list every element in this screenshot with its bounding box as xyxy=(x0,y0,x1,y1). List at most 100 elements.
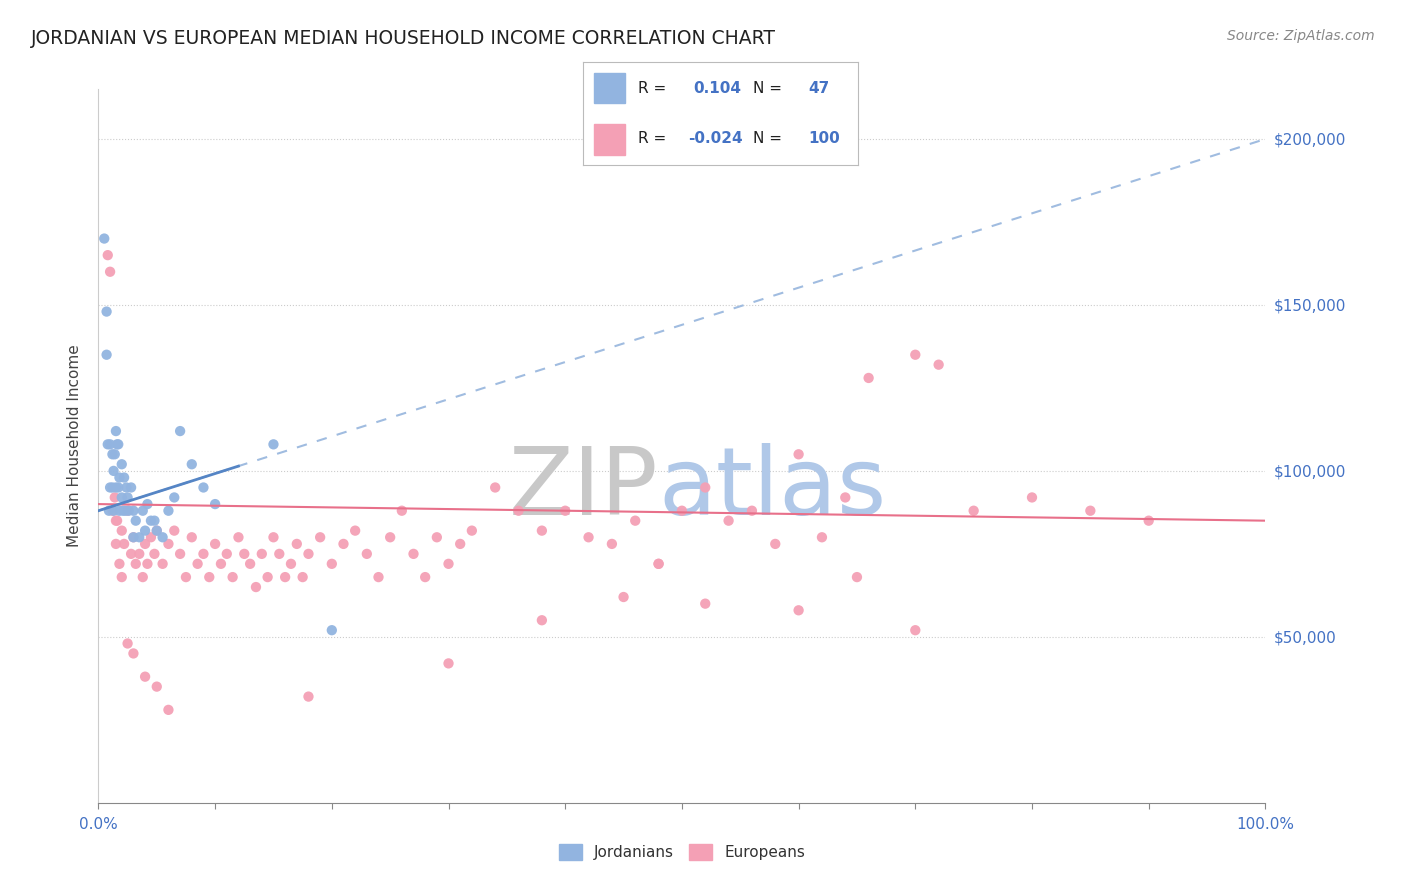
Point xyxy=(122,647,145,661)
Point xyxy=(146,680,169,694)
Point xyxy=(204,497,226,511)
Point xyxy=(114,504,136,518)
Text: R =: R = xyxy=(638,131,666,146)
Point xyxy=(461,524,484,538)
Point xyxy=(262,437,284,451)
Point xyxy=(245,580,267,594)
Text: -0.024: -0.024 xyxy=(688,131,742,146)
Point xyxy=(204,537,226,551)
Point xyxy=(695,481,717,495)
Point xyxy=(554,504,576,518)
Point xyxy=(671,504,693,518)
Point xyxy=(508,504,530,518)
Point xyxy=(269,547,291,561)
Point xyxy=(426,530,449,544)
Text: atlas: atlas xyxy=(658,442,887,535)
Point xyxy=(104,481,127,495)
Point xyxy=(321,557,343,571)
Point xyxy=(437,557,460,571)
Point xyxy=(163,524,186,538)
Point xyxy=(134,537,156,551)
Point xyxy=(128,530,150,544)
Point xyxy=(250,547,273,561)
Point xyxy=(104,424,127,438)
Point xyxy=(108,504,131,518)
Point xyxy=(163,491,186,505)
Point xyxy=(413,570,436,584)
Point xyxy=(291,570,314,584)
Point xyxy=(613,590,636,604)
Point xyxy=(530,613,553,627)
Point xyxy=(112,470,135,484)
Point xyxy=(143,547,166,561)
Point xyxy=(834,491,856,505)
Point xyxy=(274,570,297,584)
Point xyxy=(600,537,623,551)
Point xyxy=(647,557,669,571)
Point xyxy=(104,491,127,505)
Point xyxy=(449,537,471,551)
Text: 100: 100 xyxy=(808,131,839,146)
Point xyxy=(380,530,402,544)
Point xyxy=(193,481,215,495)
Point xyxy=(262,530,284,544)
Point xyxy=(97,248,120,262)
Point xyxy=(111,524,134,538)
Point xyxy=(356,547,378,561)
Point xyxy=(209,557,232,571)
Point xyxy=(169,547,191,561)
Point xyxy=(321,624,343,638)
Point xyxy=(256,570,278,584)
Point xyxy=(105,437,128,451)
Point xyxy=(136,497,159,511)
Point xyxy=(297,690,319,704)
Point xyxy=(180,530,202,544)
Text: JORDANIAN VS EUROPEAN MEDIAN HOUSEHOLD INCOME CORRELATION CHART: JORDANIAN VS EUROPEAN MEDIAN HOUSEHOLD I… xyxy=(31,29,776,47)
Point xyxy=(1021,491,1043,505)
Point xyxy=(128,547,150,561)
Point xyxy=(624,514,647,528)
Point xyxy=(285,537,308,551)
Point xyxy=(132,504,155,518)
Point xyxy=(101,481,124,495)
Point xyxy=(143,514,166,528)
Point xyxy=(104,447,127,461)
Point xyxy=(239,557,262,571)
Point xyxy=(904,348,927,362)
Point xyxy=(187,557,209,571)
Legend: Jordanians, Europeans: Jordanians, Europeans xyxy=(553,838,811,866)
Point xyxy=(146,524,169,538)
Point xyxy=(152,530,174,544)
Point xyxy=(332,537,354,551)
Point xyxy=(132,570,155,584)
Point xyxy=(108,470,131,484)
Point xyxy=(344,524,367,538)
Point xyxy=(787,603,810,617)
Point xyxy=(193,547,215,561)
Point xyxy=(111,570,134,584)
Point xyxy=(105,514,128,528)
Point xyxy=(146,524,169,538)
Point xyxy=(112,537,135,551)
Point xyxy=(1137,514,1160,528)
Point xyxy=(139,514,162,528)
Point xyxy=(904,624,927,638)
Point xyxy=(117,504,139,518)
Point xyxy=(120,547,142,561)
Point xyxy=(157,703,180,717)
Point xyxy=(402,547,425,561)
Point xyxy=(122,530,145,544)
Point xyxy=(122,530,145,544)
Point xyxy=(125,557,148,571)
Point xyxy=(846,570,869,584)
Point xyxy=(125,514,148,528)
Point xyxy=(647,557,669,571)
Point xyxy=(96,348,118,362)
Point xyxy=(215,547,238,561)
Point xyxy=(98,437,121,451)
Point xyxy=(101,447,124,461)
Bar xyxy=(595,73,624,103)
Point xyxy=(139,530,162,544)
Text: N =: N = xyxy=(754,81,783,96)
Point xyxy=(152,557,174,571)
